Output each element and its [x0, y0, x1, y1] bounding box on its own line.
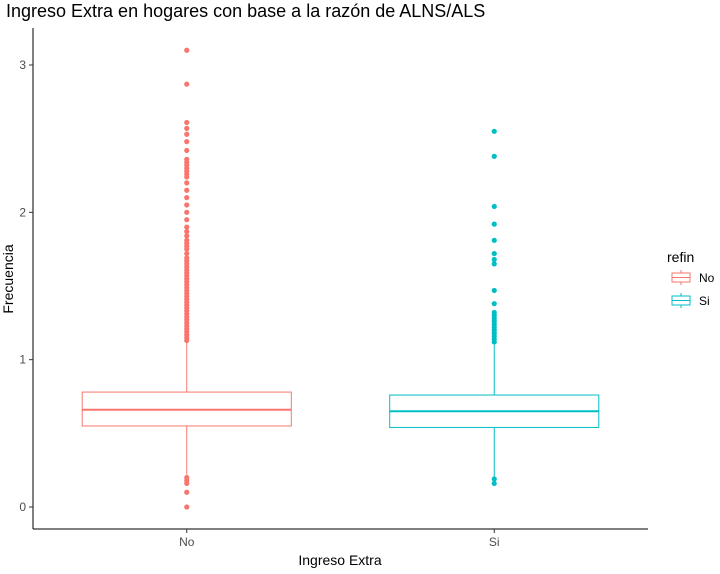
outlier-point [184, 180, 190, 186]
outlier-point [184, 224, 190, 230]
x-axis-title: Ingreso Extra [298, 552, 381, 568]
outlier-point [184, 195, 190, 201]
legend: refin No Si [667, 249, 715, 308]
outlier-point [491, 256, 497, 263]
outlier-point [184, 337, 190, 344]
outlier-point [491, 250, 497, 257]
outlier-point [184, 489, 190, 495]
outlier-point [184, 119, 190, 126]
y-ticks: 0 1 2 3 [19, 58, 33, 514]
outlier-point [184, 233, 190, 239]
outlier-point [491, 128, 497, 134]
outlier-point [491, 339, 497, 345]
legend-label: No [699, 271, 715, 285]
outlier-point [491, 301, 497, 307]
y-tick-label: 1 [19, 353, 26, 367]
outlier-point [184, 504, 190, 510]
outlier-point [184, 47, 190, 53]
legend-title: refin [667, 249, 694, 265]
outlier-point [184, 187, 190, 193]
outlier-point [184, 480, 190, 487]
boxes [81, 341, 600, 478]
chart-title: Ingreso Extra en hogares con base a la r… [6, 1, 486, 21]
outlier-points [184, 47, 497, 510]
outlier-point [184, 147, 190, 154]
outlier-point [184, 246, 190, 252]
x-tick-label: Si [489, 535, 500, 549]
outlier-point [491, 261, 497, 267]
x-tick-label: No [179, 535, 195, 549]
outlier-point [184, 228, 190, 235]
y-axis-title: Frecuencia [0, 244, 16, 313]
outlier-point [184, 125, 190, 131]
y-tick-label: 0 [19, 500, 26, 514]
outlier-point [184, 81, 190, 87]
outlier-point [491, 476, 497, 482]
outlier-point [491, 221, 497, 227]
outlier-point [184, 174, 190, 180]
outlier-point [184, 131, 190, 137]
outlier-point [491, 287, 497, 294]
y-tick-label: 2 [19, 205, 26, 219]
outlier-point [184, 217, 190, 223]
outlier-point [184, 202, 190, 208]
y-tick-label: 3 [19, 58, 26, 72]
x-ticks: No Si [179, 529, 500, 549]
outlier-point [184, 250, 190, 257]
outlier-point [491, 203, 497, 210]
outlier-point [491, 480, 497, 487]
outlier-point [184, 209, 190, 215]
outlier-point [491, 237, 497, 243]
outlier-point [184, 139, 190, 145]
legend-label: Si [699, 294, 710, 308]
outlier-point [491, 153, 497, 159]
